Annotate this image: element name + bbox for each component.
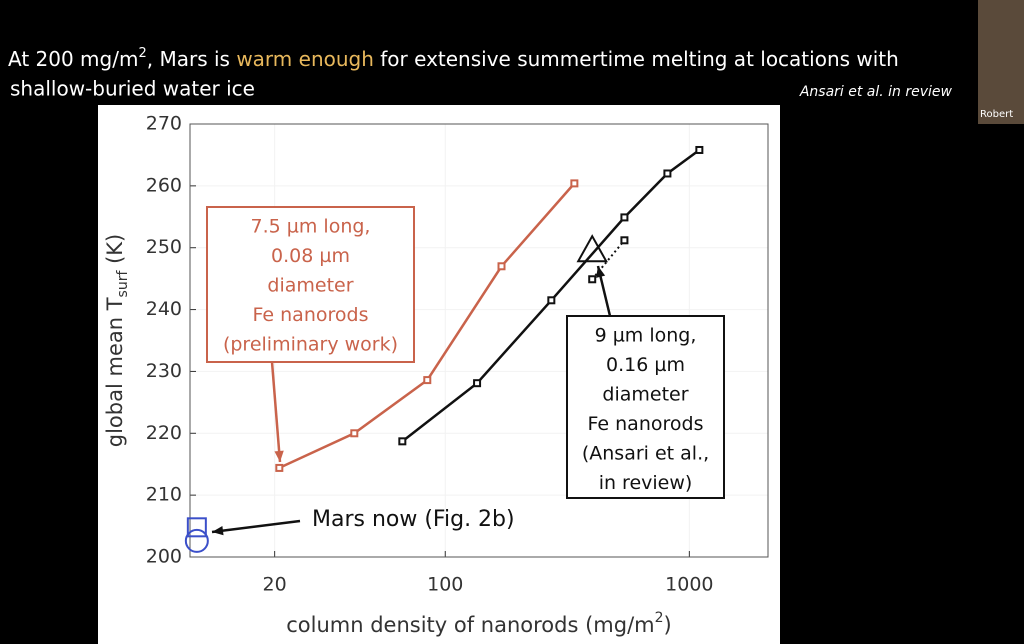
title-part: for extensive summertime melting at loca… [374,47,899,71]
x-tick-label: 1000 [665,574,713,596]
series-line [591,239,626,280]
title-part: At 200 mg/m [8,47,138,71]
point [497,262,506,271]
title-highlight: warm enough [236,47,374,71]
annotation-text: Fe nanorods [253,304,369,326]
x-tick-label: 20 [263,574,287,596]
y-axis-label: global mean Tsurf (K) [103,234,131,447]
point [350,429,359,438]
y-tick-label: 200 [146,546,182,568]
point [695,145,704,154]
x-tick-label: 100 [427,574,463,596]
annotation-text: 7.5 µm long, [251,216,371,238]
arrow-head [596,266,606,278]
slide-title: At 200 mg/m2, Mars is warm enough for ex… [8,46,899,71]
y-tick-label: 240 [146,298,182,320]
y-tick-label: 250 [146,236,182,258]
point [473,379,482,388]
y-tick-label: 210 [146,484,182,506]
y-tick-label: 230 [146,360,182,382]
annotation-text: 0.08 µm [271,245,350,267]
annotation-text: 9 µm long, [595,325,697,347]
arrow-head [274,450,284,462]
point [663,169,672,178]
citation: Ansari et al. in review [799,84,953,100]
point [576,234,608,263]
annotation-text: diameter [267,275,353,297]
point [570,179,579,188]
point [423,376,432,385]
point [588,275,597,284]
arrow [270,361,282,463]
annotation-text: in review) [599,472,693,494]
webcam-name: Robert [980,109,1013,120]
arrow-head [212,525,224,536]
point [620,236,629,245]
annotation-text: Mars now (Fig. 2b) [312,507,515,532]
plot-frame [189,123,769,558]
x-label-part: ) [664,613,672,637]
point [620,213,629,222]
annotation-text: (Ansari et al., [582,443,709,465]
series-line [401,148,701,443]
annotation-box [206,206,415,363]
y-label-part: (K) [103,234,127,271]
y-tick-label: 260 [146,174,182,196]
y-tick-label: 220 [146,422,182,444]
x-label-sup: 2 [655,610,664,626]
y-label-sub: surf [115,270,131,298]
annotation-text: 0.16 µm [606,354,685,376]
x-label-part: column density of nanorods (mg/m [286,613,654,637]
annotation-text: Fe nanorods [588,413,704,435]
point [398,437,407,446]
title-part: , Mars is [147,47,237,71]
point [186,517,207,538]
annotation-text: (preliminary work) [223,334,398,356]
point [275,463,284,472]
arrow [211,519,301,534]
x-axis-label: column density of nanorods (mg/m2) [286,610,672,637]
annotation-box [566,315,725,499]
y-tick-label: 270 [146,113,182,135]
slide-title-line2: shallow-buried water ice [10,77,255,101]
point [184,528,209,553]
title-sup: 2 [138,46,146,61]
y-label-part: global mean T [103,297,127,447]
point [547,296,556,305]
webcam [978,0,1024,124]
annotation-text: diameter [602,384,688,406]
